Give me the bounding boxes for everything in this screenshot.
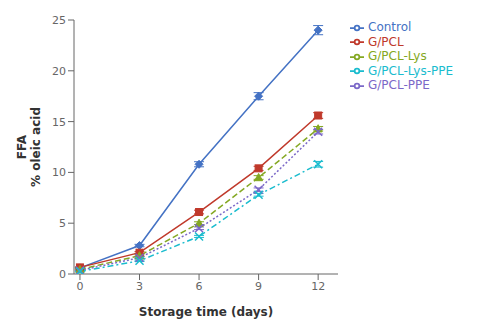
svg-text:FFA% oleic acid: FFA% oleic acid (15, 107, 43, 187)
svg-text:20: 20 (52, 65, 66, 78)
svg-text:0: 0 (76, 280, 83, 293)
svg-text:10: 10 (52, 166, 66, 179)
html-text:G/PCL-Lys: G/PCL-Lys (368, 49, 427, 63)
svg-text:0: 0 (59, 268, 66, 281)
svg-text:12: 12 (311, 280, 325, 293)
svg-text:9: 9 (255, 280, 262, 293)
svg-text:15: 15 (52, 116, 66, 129)
svg-text:5: 5 (59, 217, 66, 230)
svg-text:Storage time (days): Storage time (days) (139, 305, 273, 319)
svg-text:3: 3 (136, 280, 143, 293)
html-text:Control: Control (368, 20, 412, 34)
html-text:G/PCL-Lys-PPE: G/PCL-Lys-PPE (368, 63, 454, 78)
svg-text:6: 6 (196, 280, 203, 293)
html-text:G/PCL: G/PCL (368, 34, 404, 49)
svg-text:25: 25 (52, 14, 66, 27)
html-text:G/PCL-PPE: G/PCL-PPE (368, 78, 430, 92)
